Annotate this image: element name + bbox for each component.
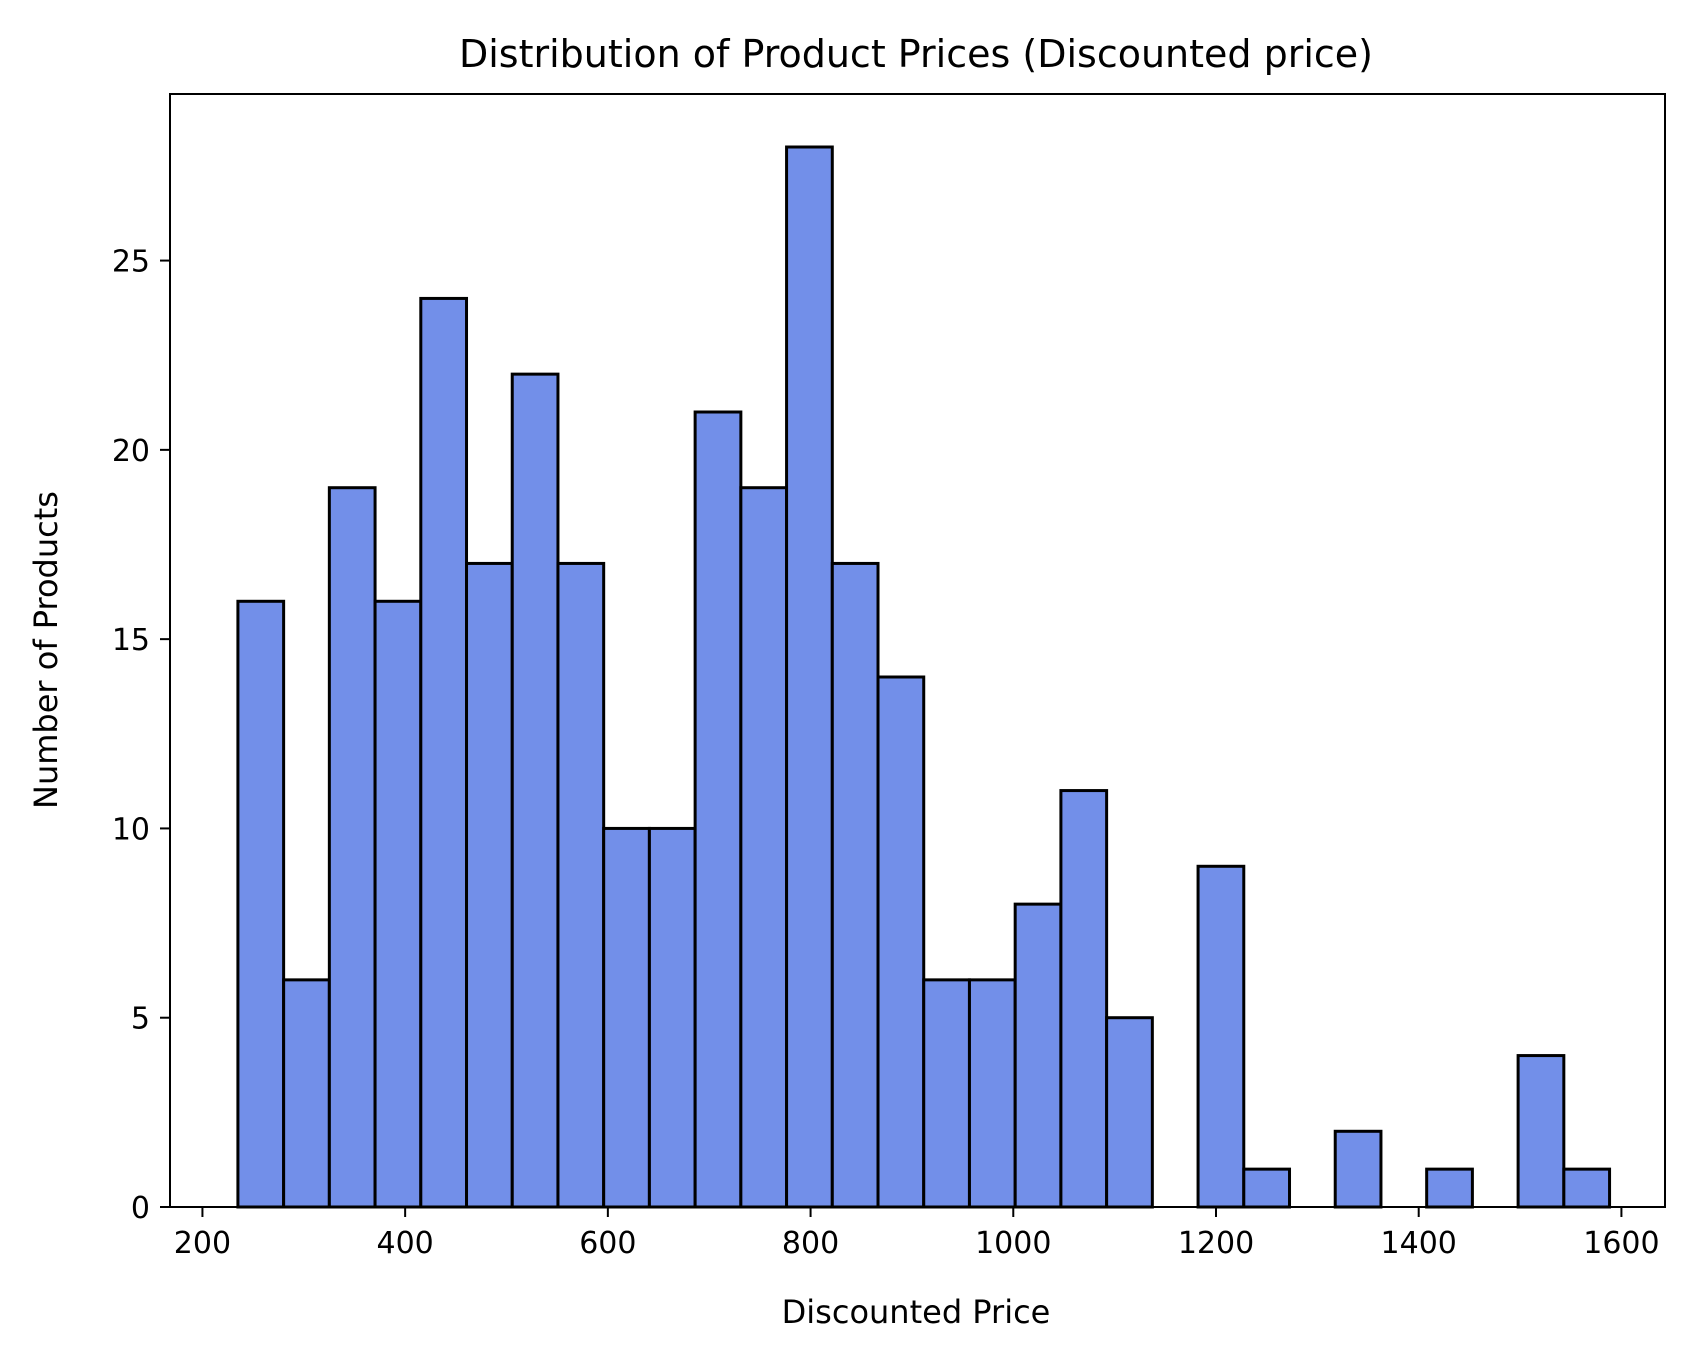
histogram-bar (236, 599, 286, 1209)
histogram-bar (1333, 1129, 1383, 1209)
x-tick-label: 1200 (1178, 1226, 1254, 1261)
histogram-bar (282, 978, 331, 1209)
histogram-bar (785, 145, 834, 1209)
y-axis-label: Number of Products (27, 491, 65, 809)
x-tick-label: 600 (579, 1226, 636, 1261)
chart-title: Distribution of Product Prices (Discount… (459, 32, 1373, 76)
x-tick-label: 1000 (975, 1226, 1051, 1261)
histogram-bar (1516, 1054, 1566, 1209)
y-tick-label: 0 (131, 1191, 150, 1226)
histogram-bar (967, 978, 1017, 1209)
plot-frame (169, 93, 1666, 1208)
x-tick-label: 1600 (1583, 1226, 1659, 1261)
y-tick-label: 20 (112, 434, 150, 469)
y-tick-label: 15 (112, 623, 150, 658)
y-tick-label: 10 (112, 812, 150, 847)
x-tick-label: 400 (377, 1226, 434, 1261)
x-axis: 200 400 600 800 1000 1200 1400 1600 (174, 1207, 1660, 1261)
histogram-bar (373, 599, 423, 1209)
histogram-bar (327, 486, 377, 1209)
histogram-bar (1196, 864, 1246, 1209)
histogram-bar (1425, 1167, 1474, 1209)
histogram-bar (419, 296, 469, 1209)
histogram-bar (739, 486, 789, 1209)
bars-layer (236, 145, 1612, 1209)
histogram-bar (876, 675, 926, 1209)
histogram-bar (1242, 1167, 1292, 1209)
histogram-bar (922, 978, 971, 1209)
x-tick-label: 1400 (1381, 1226, 1457, 1261)
histogram-bar (1105, 1016, 1154, 1209)
x-axis-label: Discounted Price (782, 1293, 1051, 1331)
histogram-bar (1059, 789, 1109, 1209)
histogram-bar (602, 826, 651, 1209)
histogram-bar (693, 410, 743, 1209)
histogram-bar (1562, 1167, 1612, 1209)
histogram-bar (556, 561, 606, 1209)
histogram-bar (510, 372, 560, 1209)
y-tick-label: 25 (112, 245, 150, 280)
histogram-bar (647, 826, 697, 1209)
histogram-bar (465, 561, 514, 1209)
y-tick-label: 5 (131, 1002, 150, 1037)
histogram-bar (1013, 902, 1063, 1209)
histogram-bar (830, 561, 880, 1209)
x-tick-label: 800 (782, 1226, 839, 1261)
x-tick-label: 200 (174, 1226, 231, 1261)
y-axis: 0 5 10 15 20 25 (112, 245, 170, 1226)
